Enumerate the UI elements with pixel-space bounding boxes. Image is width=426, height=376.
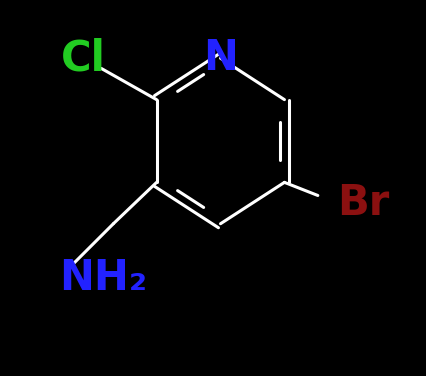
Text: NH₂: NH₂	[59, 257, 147, 299]
Text: Cl: Cl	[61, 37, 106, 79]
Text: N: N	[203, 37, 238, 79]
Text: Br: Br	[337, 182, 389, 224]
